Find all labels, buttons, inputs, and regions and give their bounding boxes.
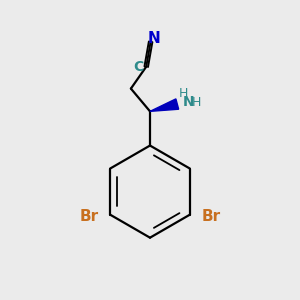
Polygon shape <box>150 99 179 111</box>
Text: Br: Br <box>80 208 99 224</box>
Text: N: N <box>183 95 194 109</box>
Text: H: H <box>178 87 188 101</box>
Text: C: C <box>134 60 144 74</box>
Text: Br: Br <box>201 208 220 224</box>
Text: N: N <box>148 31 161 46</box>
Text: H: H <box>192 96 202 109</box>
